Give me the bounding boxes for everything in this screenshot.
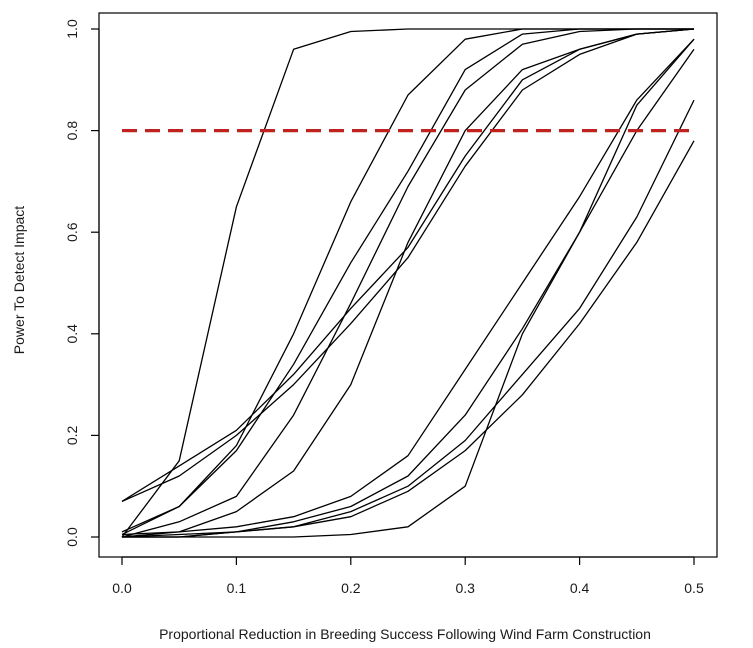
series-line-9 — [121, 48, 695, 538]
series-line-4 — [121, 28, 694, 538]
y-axis-title: Power To Detect Impact — [11, 206, 27, 354]
series-line-7 — [121, 28, 695, 536]
x-tick-label: 0.4 — [570, 580, 590, 596]
x-tick-label: 0.1 — [227, 580, 247, 596]
y-tick-label: 1.0 — [64, 19, 80, 39]
series-line-3 — [121, 28, 694, 533]
x-tick-label: 0.0 — [112, 580, 132, 596]
power-curves — [121, 28, 695, 538]
y-tick-label: 0.4 — [64, 324, 80, 344]
x-tick-label: 0.2 — [341, 580, 361, 596]
series-line-6 — [121, 28, 695, 502]
series-line-11 — [122, 140, 695, 538]
series-line-8 — [121, 38, 695, 538]
y-tick-label: 0.0 — [64, 527, 80, 547]
series-line-12 — [122, 38, 695, 538]
y-axis: 0.0 0.2 0.4 0.6 0.8 1.0 — [64, 19, 100, 547]
x-tick-label: 0.5 — [684, 580, 704, 596]
x-axis: 0.0 0.1 0.2 0.3 0.4 0.5 — [112, 556, 704, 596]
x-tick-label: 0.3 — [455, 580, 475, 596]
x-axis-title: Proportional Reduction in Breeding Succe… — [159, 626, 651, 642]
y-tick-label: 0.2 — [64, 425, 80, 445]
y-tick-label: 0.6 — [64, 222, 80, 242]
y-tick-label: 0.8 — [64, 121, 80, 141]
